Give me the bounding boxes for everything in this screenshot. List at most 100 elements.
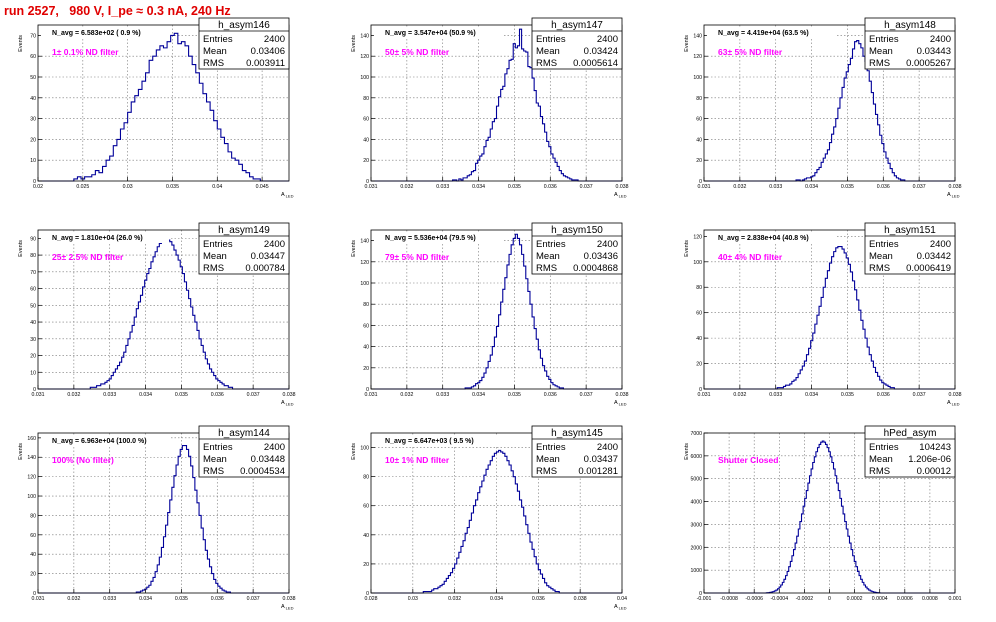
y-tick-label: 40 xyxy=(363,533,369,539)
stats-value: 0.03448 xyxy=(251,454,285,465)
x-tick-label: 0.034 xyxy=(805,184,818,190)
x-tick-label: 0.035 xyxy=(175,596,188,602)
stats-box: h_asym147 Entries 2400 Mean 0.03424 RMS 0.0005… xyxy=(531,17,623,70)
plot-frame xyxy=(703,229,956,390)
x-tick-label: 0.036 xyxy=(211,392,224,398)
x-tick-label: 0.035 xyxy=(508,184,521,190)
stats-value: 0.03437 xyxy=(584,454,618,465)
histogram-series xyxy=(38,32,289,182)
stats-box-frame xyxy=(864,222,956,275)
x-axis-title: ALED xyxy=(281,400,294,407)
stats-value: 0.00012 xyxy=(917,466,951,477)
x-tick-label: 0.033 xyxy=(436,392,449,398)
navg-background xyxy=(41,232,169,243)
filter-annotation: 10± 1% ND filter xyxy=(385,455,450,465)
x-tick-label: 0.037 xyxy=(913,392,926,398)
y-tick-label: 0 xyxy=(33,387,36,393)
filter-annotation: 50± 5% ND filter xyxy=(385,47,450,57)
x-tick-label: 0.034 xyxy=(139,596,152,602)
stats-label: RMS xyxy=(203,58,224,69)
x-tick-label: 0.032 xyxy=(733,184,746,190)
x-tick-label: 0.0002 xyxy=(847,596,863,602)
y-tick-label: 10 xyxy=(30,158,36,164)
stats-label: Mean xyxy=(536,454,560,465)
stats-box: h_asym146 Entries 2400 Mean 0.03406 RMS 0.0039… xyxy=(198,17,290,70)
stats-label: RMS xyxy=(536,58,557,69)
navg-label: N_avg = 3.547e+04 (50.9 %) xyxy=(374,27,502,38)
x-tick-label: 0.036 xyxy=(211,596,224,602)
histogram-name: h_asym145 xyxy=(551,428,603,439)
x-tick-label: 0.034 xyxy=(472,392,485,398)
y-axis-title: Events xyxy=(18,240,24,257)
stats-value: 2400 xyxy=(930,34,951,45)
navg-text: N_avg = 1.810e+04 (26.0 %) xyxy=(52,235,143,242)
stats-value: 104243 xyxy=(919,442,951,453)
x-tick-label: 0.037 xyxy=(913,184,926,190)
y-tick-label: 3000 xyxy=(690,522,702,528)
x-tick-label: 0.03 xyxy=(123,184,133,190)
histogram-panel-h_asym144: 0.031 0.032 0.033 0.034 0.035 0.036 0.037 0.038… xyxy=(18,425,296,611)
stats-value: 2400 xyxy=(264,442,285,453)
stats-value: 2400 xyxy=(597,442,618,453)
x-tick-label: 0.032 xyxy=(400,184,413,190)
x-axis-title: ALED xyxy=(947,400,960,407)
x-tick-label: 0.035 xyxy=(166,184,179,190)
x-tick-label: 0.031 xyxy=(32,392,45,398)
navg-text: N_avg = 6.647e+03 ( 9.5 %) xyxy=(385,438,474,445)
x-tick-label: 0.033 xyxy=(103,392,116,398)
x-tick-label: 0.038 xyxy=(283,596,296,602)
stats-label: RMS xyxy=(869,466,890,477)
stats-value: 0.03436 xyxy=(584,251,618,262)
y-tick-label: 2000 xyxy=(690,545,702,551)
stats-box: h_asym145 Entries 2400 Mean 0.03437 RMS 0.0012… xyxy=(531,425,623,478)
navg-text: N_avg = 6.963e+04 (100.0 %) xyxy=(52,438,147,445)
y-tick-label: 0 xyxy=(366,591,369,597)
navg-text: N_avg = 2.838e+04 (40.8 %) xyxy=(718,235,809,242)
stats-label: Mean xyxy=(203,46,227,57)
navg-background xyxy=(374,27,502,38)
histogram-panel-hPed_asym: -0.001 -0.0008 -0.0006 -0.0004 -0.0002 0 0.000… xyxy=(684,425,962,602)
x-tick-label: 0.045 xyxy=(256,184,269,190)
y-tick-label: 140 xyxy=(693,33,702,39)
y-tick-label: 100 xyxy=(360,446,369,452)
y-tick-label: 50 xyxy=(30,75,36,81)
y-tick-label: 80 xyxy=(363,96,369,102)
histogram-panel-h_asym146: 0.02 0.025 0.03 0.035 0.04 0.045 0 10 20 30 40 50 60… xyxy=(18,17,294,199)
stats-label: Entries xyxy=(203,34,233,45)
stats-value: 0.03447 xyxy=(251,251,285,262)
y-tick-label: 0 xyxy=(33,179,36,185)
navg-label: N_avg = 2.838e+04 (40.8 %) xyxy=(707,232,835,243)
y-tick-label: 140 xyxy=(360,33,369,39)
histogram-panel-h_asym147: 0.031 0.032 0.033 0.034 0.035 0.036 0.037 0.038… xyxy=(351,17,629,199)
y-tick-label: 10 xyxy=(30,370,36,376)
x-tick-label: 0.0008 xyxy=(922,596,938,602)
stats-label: Mean xyxy=(869,46,893,57)
y-tick-label: 20 xyxy=(30,137,36,143)
y-tick-label: 80 xyxy=(30,513,36,519)
x-tick-label: 0 xyxy=(828,596,831,602)
navg-text: N_avg = 4.419e+04 (63.5 %) xyxy=(718,30,809,37)
y-tick-label: 40 xyxy=(696,336,702,342)
y-tick-label: 80 xyxy=(363,475,369,481)
y-tick-label: 80 xyxy=(30,253,36,259)
stats-value: 0.0005267 xyxy=(906,58,951,69)
x-axis-title: ALED xyxy=(281,604,294,611)
stats-value: 0.0004534 xyxy=(240,466,285,477)
navg-background xyxy=(707,27,835,38)
plot-frame xyxy=(703,24,956,182)
stats-label: RMS xyxy=(536,466,557,477)
stats-label: RMS xyxy=(869,263,890,274)
histogram-panel-h_asym151: 0.031 0.032 0.033 0.034 0.035 0.036 0.037 0.038… xyxy=(684,222,962,407)
y-tick-label: 7000 xyxy=(690,431,702,437)
x-tick-label: 0.034 xyxy=(490,596,503,602)
histogram-name: h_asym146 xyxy=(218,20,270,31)
x-tick-label: 0.028 xyxy=(365,596,378,602)
y-tick-label: 50 xyxy=(30,303,36,309)
stats-value: 2400 xyxy=(264,239,285,250)
stats-label: RMS xyxy=(203,466,224,477)
x-tick-label: 0.038 xyxy=(574,596,587,602)
y-tick-label: 120 xyxy=(693,54,702,60)
y-tick-label: 120 xyxy=(27,475,36,481)
y-tick-label: 20 xyxy=(30,354,36,360)
